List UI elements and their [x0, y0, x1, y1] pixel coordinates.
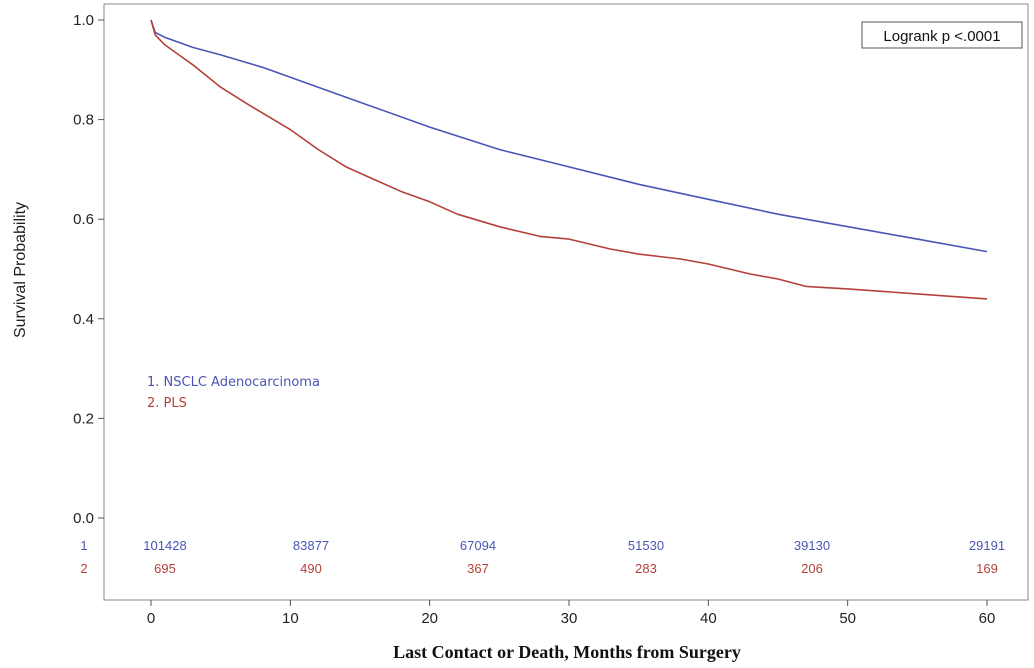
series-layer	[150, 19, 988, 300]
y-tick-label: 0.0	[73, 510, 94, 527]
x-tick-label: 40	[700, 610, 717, 627]
x-axis-title: Last Contact or Death, Months from Surge…	[393, 642, 741, 662]
x-tick-label: 50	[839, 610, 856, 627]
x-tick-label: 30	[561, 610, 578, 627]
risk-value: 367	[467, 561, 489, 576]
risk-value: 101428	[143, 538, 186, 553]
risk-value: 29191	[969, 538, 1005, 553]
risk-value: 206	[801, 561, 823, 576]
logrank-text: Logrank p <.0001	[883, 28, 1000, 45]
risk-value: 490	[300, 561, 322, 576]
series-line-nsclc	[150, 19, 988, 253]
plot-frame	[103, 3, 1029, 601]
x-tick-label: 20	[421, 610, 438, 627]
legend: 1. NSCLC Adenocarcinoma 2. PLS	[147, 375, 320, 411]
x-tick-label: 10	[282, 610, 299, 627]
logrank-box	[861, 21, 1023, 49]
risk-value: 39130	[794, 538, 830, 553]
y-tick-label: 0.6	[73, 211, 94, 228]
series-line-pls	[150, 19, 988, 300]
risk-value: 51530	[628, 538, 664, 553]
number-at-risk-table: 1 101428 83877 67094 51530 39130 29191 2 695 490 3…	[80, 538, 1005, 576]
y-tick-label: 0.2	[73, 410, 94, 427]
risk-value: 67094	[460, 538, 496, 553]
risk-value: 283	[635, 561, 657, 576]
risk-value: 695	[154, 561, 176, 576]
x-tick-label: 60	[979, 610, 996, 627]
x-axis: 0 10 20 30 40 50 60	[147, 600, 996, 627]
y-tick-label: 1.0	[73, 12, 94, 29]
risk-value: 169	[976, 561, 998, 576]
risk-value: 83877	[293, 538, 329, 553]
x-tick-label: 0	[147, 610, 155, 627]
y-axis: 0.0 0.2 0.4 0.6 0.8 1.0	[73, 12, 104, 527]
legend-entry-pls: 2. PLS	[147, 396, 187, 411]
logrank-annotation: Logrank p <.0001	[861, 21, 1023, 49]
y-axis-title: Survival Probability	[12, 202, 29, 338]
y-tick-label: 0.8	[73, 112, 94, 129]
y-tick-label: 0.4	[73, 311, 94, 328]
risk-row-label: 2	[80, 561, 87, 576]
risk-row-label: 1	[80, 538, 87, 553]
legend-entry-nsclc: 1. NSCLC Adenocarcinoma	[147, 375, 320, 390]
